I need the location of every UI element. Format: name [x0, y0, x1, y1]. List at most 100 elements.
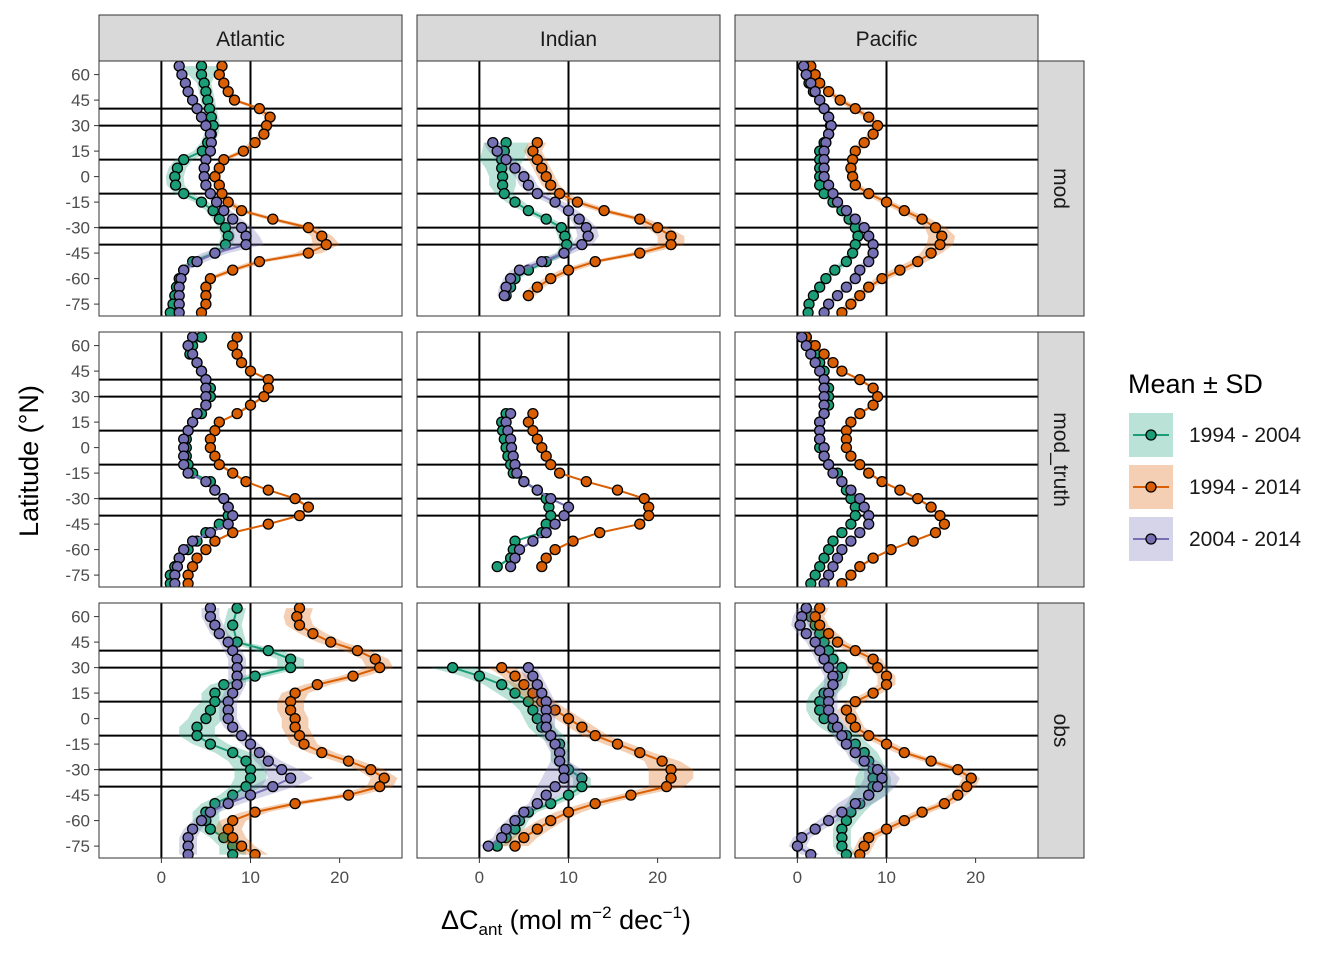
data-point: [498, 289, 510, 302]
data-point: [611, 484, 624, 496]
x-axis-label-sup2: −1: [663, 903, 682, 922]
data-point: [191, 255, 203, 268]
data-point: [849, 721, 861, 733]
data-point: [571, 196, 584, 208]
data-point: [580, 475, 592, 488]
data-point: [863, 518, 875, 530]
y-tick-label: -15: [65, 735, 90, 754]
data-point: [854, 848, 866, 858]
y-tick-label: -45: [65, 244, 90, 263]
data-point: [222, 823, 234, 835]
y-tick-label: -75: [65, 566, 90, 585]
data-point: [573, 213, 585, 225]
data-point: [200, 712, 212, 725]
y-tick-label: -15: [65, 464, 90, 483]
data-point: [504, 407, 517, 420]
strip-mod: [1037, 60, 1085, 317]
data-point: [298, 738, 310, 750]
data-point: [567, 535, 579, 547]
data-point: [867, 552, 879, 564]
data-point: [925, 501, 937, 513]
data-point: [840, 814, 853, 827]
y-tick-label: 0: [81, 168, 90, 187]
data-point: [854, 373, 866, 386]
data-point: [240, 780, 252, 793]
data-point: [204, 187, 217, 200]
data-point: [863, 831, 875, 844]
data-point: [509, 814, 521, 827]
data-point: [231, 407, 243, 420]
data-point: [316, 230, 328, 242]
data-point: [228, 94, 241, 106]
data-point: [173, 306, 185, 316]
data-point: [531, 153, 543, 166]
data-point: [218, 678, 230, 691]
data-point: [863, 789, 875, 801]
data-point: [222, 501, 234, 513]
data-point: [871, 780, 884, 793]
y-tick-label: 15: [71, 413, 90, 432]
data-point: [829, 264, 841, 276]
panel-mod_truth-pacific: [734, 331, 1039, 588]
data-point: [227, 467, 239, 479]
data-point: [880, 823, 893, 835]
data-point: [589, 255, 601, 268]
data-point: [800, 68, 812, 81]
data-point: [845, 535, 857, 547]
data-point: [178, 543, 190, 556]
data-point: [549, 518, 561, 530]
legend-key-point: [1145, 429, 1157, 441]
data-point: [365, 763, 377, 776]
data-point: [518, 475, 530, 488]
strip-indian: [416, 14, 721, 62]
y-tick-label: 15: [71, 684, 90, 703]
data-point: [222, 712, 234, 725]
legend-title: Mean ± SD: [1128, 369, 1263, 399]
data-point: [907, 535, 919, 547]
data-point: [845, 484, 857, 496]
data-point: [965, 772, 977, 784]
y-tick-label: 45: [71, 633, 90, 652]
data-point: [854, 458, 866, 471]
data-point: [867, 653, 879, 665]
legend-label: 1994 - 2014: [1189, 476, 1301, 499]
x-tick-label: 0: [475, 868, 484, 887]
data-point: [276, 763, 288, 776]
data-point: [302, 221, 315, 234]
data-point: [880, 678, 893, 691]
data-point: [518, 831, 530, 844]
data-point: [182, 85, 194, 98]
data-point: [204, 145, 217, 157]
panel-mod-atlantic: 60 45 30 15 0 -15 -30 -45 -60 -75: [65, 60, 403, 317]
data-point: [531, 823, 543, 835]
data-point: [651, 221, 664, 234]
data-point: [849, 695, 861, 708]
data-point: [531, 187, 543, 200]
data-point: [836, 306, 848, 316]
data-point: [576, 721, 588, 733]
panel-obs-pacific: 0 10 20: [734, 602, 1039, 887]
data-point: [500, 153, 512, 166]
data-point: [222, 518, 234, 530]
data-point: [482, 840, 494, 852]
data-point: [216, 187, 228, 200]
data-point: [302, 501, 315, 513]
data-point: [249, 806, 261, 818]
data-point: [863, 281, 875, 293]
data-point: [867, 128, 879, 140]
data-point: [840, 204, 853, 217]
y-tick-label: -45: [65, 515, 90, 534]
data-point: [200, 399, 212, 411]
panel-mod_truth-atlantic: 60 45 30 15 0 -15 -30 -45 -60 -75: [65, 331, 403, 588]
data-point: [253, 102, 266, 115]
data-point: [293, 509, 306, 522]
y-tick-label: -60: [65, 270, 90, 289]
data-point: [240, 755, 252, 767]
y-tick-label: -75: [65, 837, 90, 856]
data-point: [822, 814, 835, 827]
data-point: [204, 272, 217, 285]
data-point: [545, 272, 557, 285]
data-point: [244, 789, 257, 801]
data-point: [374, 661, 386, 674]
strip-atlantic: [98, 14, 403, 62]
